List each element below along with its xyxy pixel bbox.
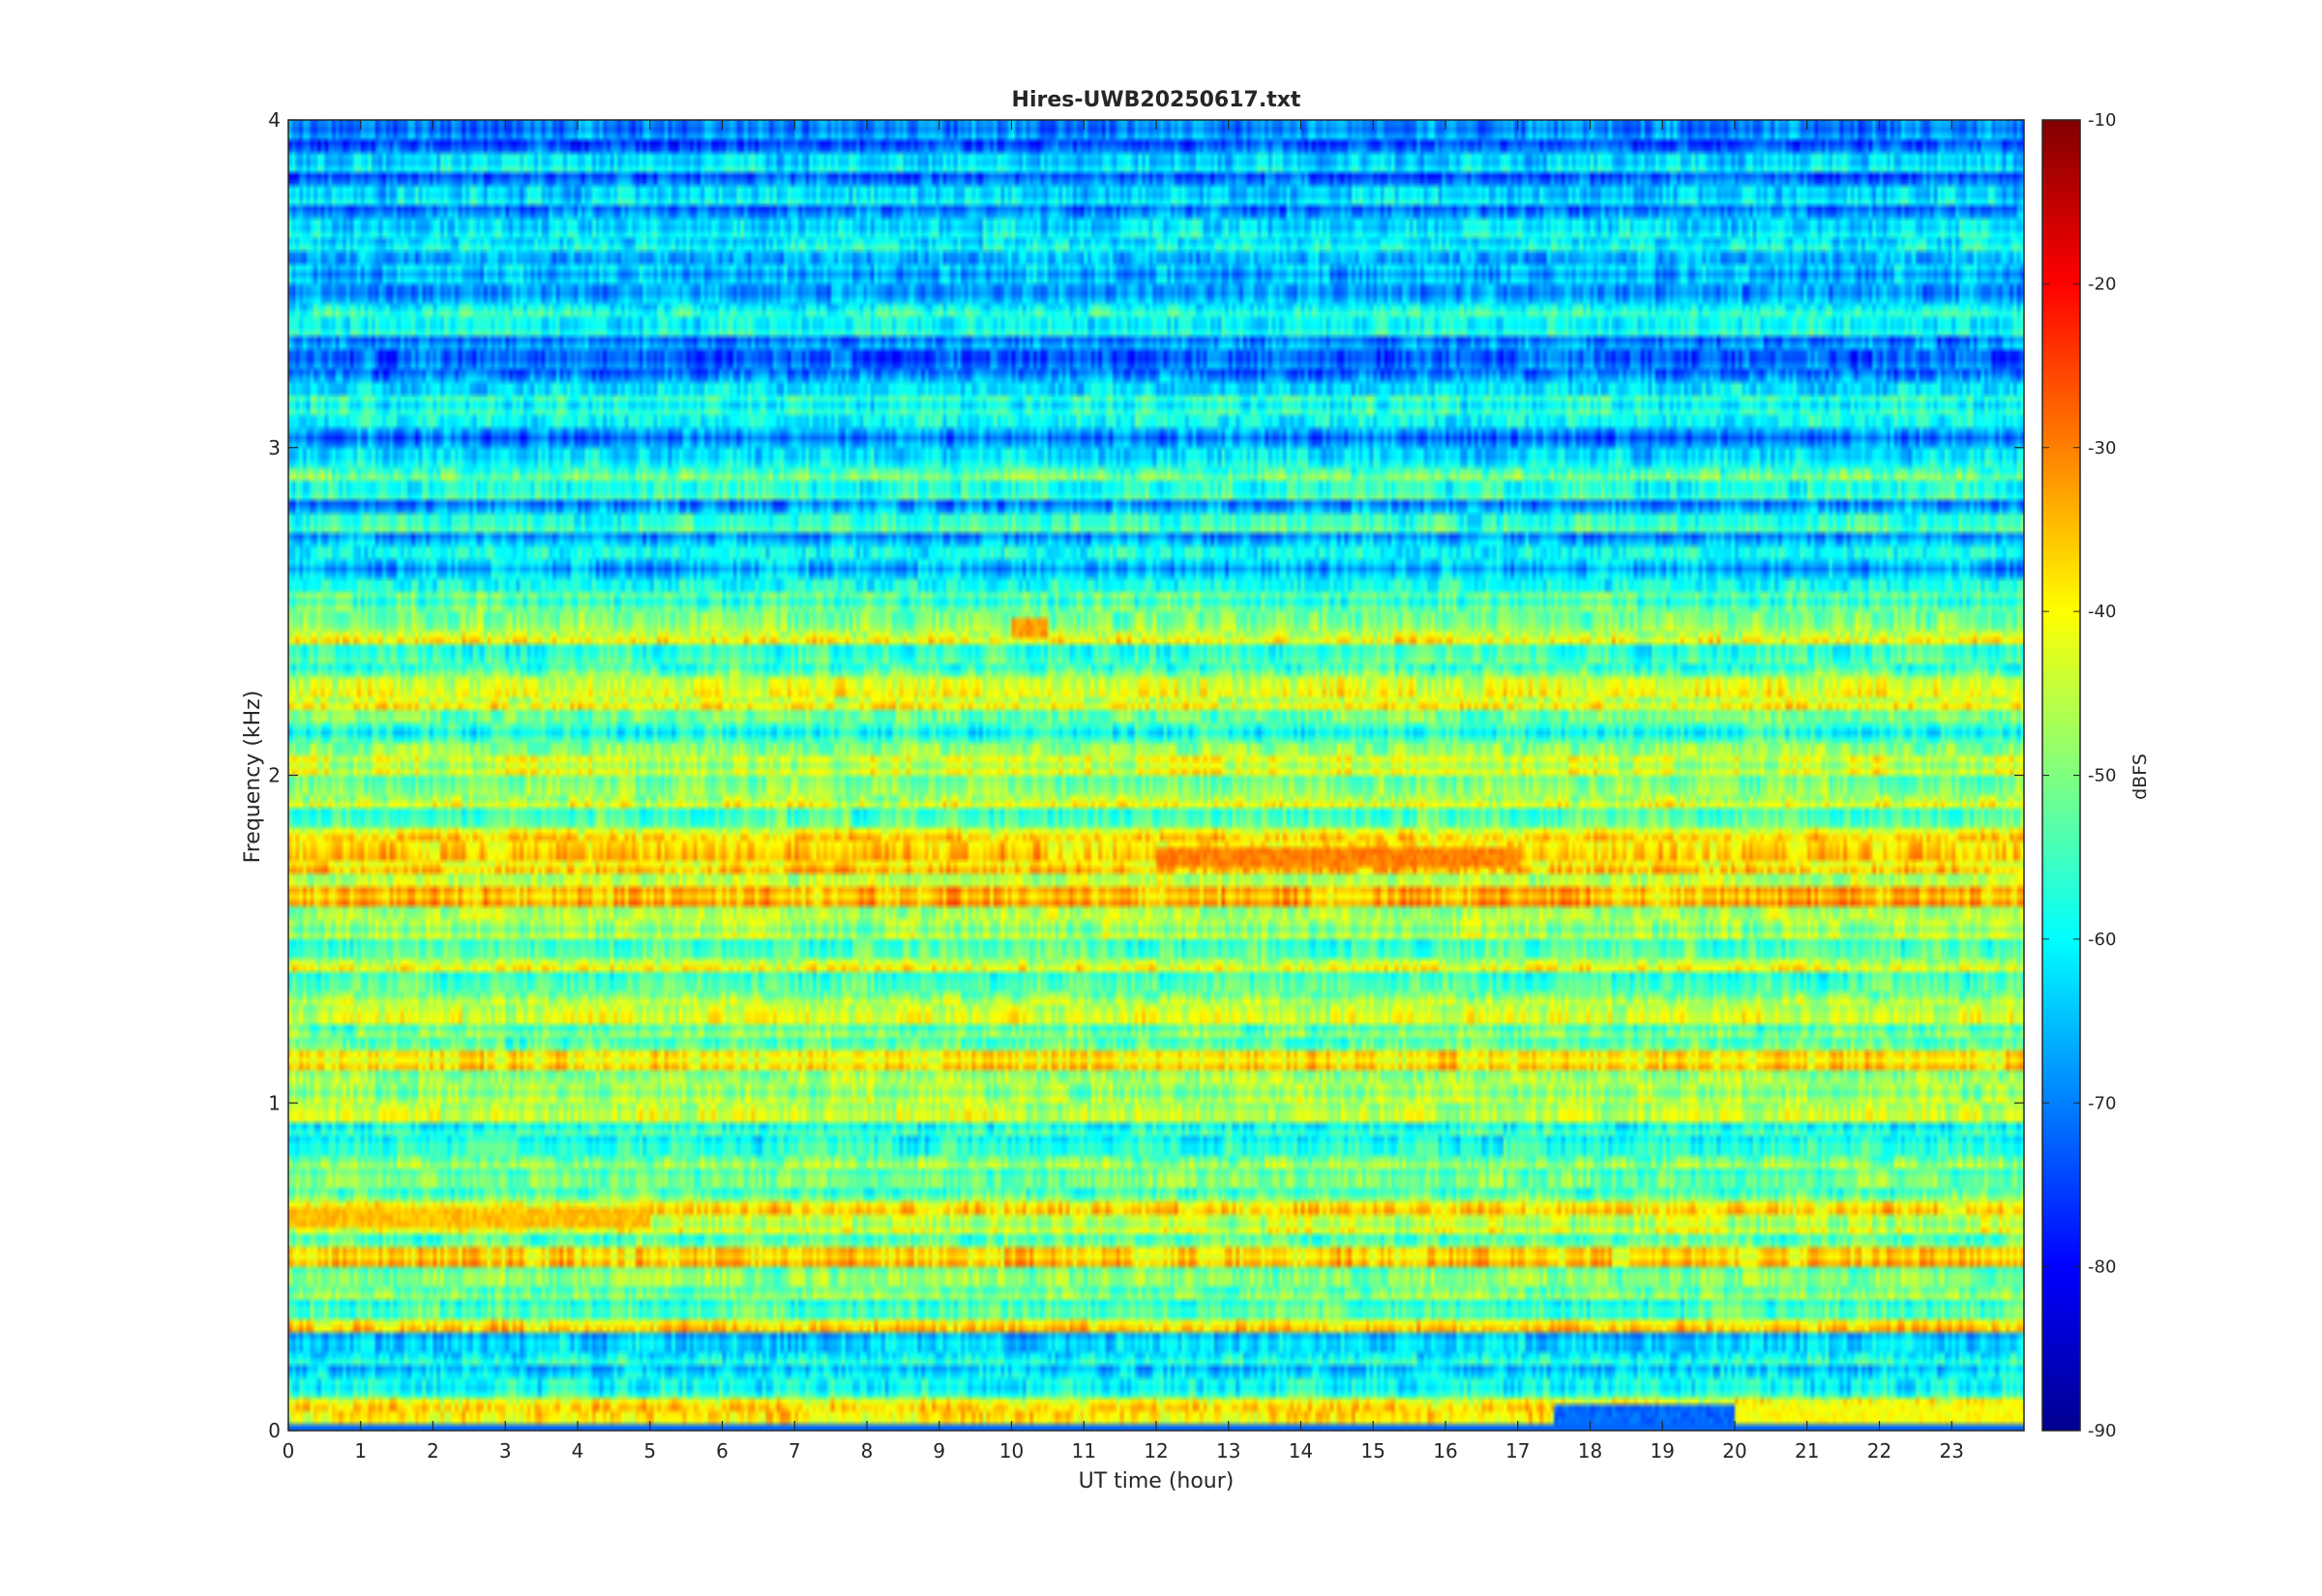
colorbar-tick-label: -60 xyxy=(2088,930,2116,950)
x-tick-label: 16 xyxy=(1433,1439,1457,1463)
x-tick-label: 7 xyxy=(789,1439,801,1463)
x-tick-label: 13 xyxy=(1216,1439,1240,1463)
x-tick-label: 10 xyxy=(999,1439,1024,1463)
colorbar-tick-label: -10 xyxy=(2088,110,2116,131)
x-tick-label: 19 xyxy=(1651,1439,1675,1463)
colorbar-tick-label: -90 xyxy=(2088,1421,2116,1441)
y-tick-label: 3 xyxy=(268,436,281,459)
x-tick-label: 0 xyxy=(283,1439,295,1463)
y-axis-label: Frequency (kHz) xyxy=(241,691,265,864)
x-tick-label: 14 xyxy=(1289,1439,1313,1463)
x-tick-label: 2 xyxy=(427,1439,439,1463)
colorbar-tick-label: -20 xyxy=(2088,274,2116,294)
y-tick-label: 1 xyxy=(268,1091,281,1114)
y-tick-label: 0 xyxy=(268,1419,281,1442)
x-tick-label: 9 xyxy=(933,1439,945,1463)
x-tick-label: 1 xyxy=(354,1439,367,1463)
plot-area: 0 1 2 3 4 5 6 7 8 9 10 11 12 13 14 15 16 17 18 19 20 21 22 23 0… xyxy=(268,108,2025,1463)
x-tick-label: 22 xyxy=(1867,1439,1891,1463)
x-tick-label: 15 xyxy=(1361,1439,1385,1463)
y-axis-ticks: 0 1 2 3 4 xyxy=(268,108,2024,1442)
colorbar-tick-label: -30 xyxy=(2088,438,2116,458)
spectrogram-heatmap xyxy=(288,120,2024,1431)
x-tick-label: 8 xyxy=(861,1439,874,1463)
x-tick-label: 20 xyxy=(1722,1439,1746,1463)
colorbar-label: dBFS xyxy=(2129,754,2151,800)
colorbar-tick-label: -80 xyxy=(2088,1257,2116,1278)
x-tick-label: 23 xyxy=(1940,1439,1964,1463)
x-tick-label: 12 xyxy=(1144,1439,1168,1463)
y-tick-label: 2 xyxy=(268,764,281,787)
x-tick-label: 11 xyxy=(1072,1439,1096,1463)
x-tick-label: 21 xyxy=(1795,1439,1819,1463)
x-tick-label: 6 xyxy=(716,1439,729,1463)
colorbar-tick-label: -40 xyxy=(2088,602,2116,622)
y-tick-label: 4 xyxy=(268,108,281,132)
colorbar-tick-label: -50 xyxy=(2088,766,2116,786)
x-tick-label: 17 xyxy=(1505,1439,1530,1463)
colorbar-tick-label: -70 xyxy=(2088,1093,2116,1113)
x-tick-label: 5 xyxy=(643,1439,656,1463)
x-axis-label: UT time (hour) xyxy=(1079,1469,1235,1493)
x-tick-label: 3 xyxy=(499,1439,512,1463)
colorbar-ticks: -90 -80 -70 -60 -50 -40 -30 -20 -10 xyxy=(2042,110,2116,1441)
x-tick-label: 4 xyxy=(572,1439,584,1463)
colorbar: -90 -80 -70 -60 -50 -40 -30 -20 -10 dBFS xyxy=(2041,110,2151,1441)
x-tick-label: 18 xyxy=(1578,1439,1602,1463)
x-axis-ticks: 0 1 2 3 4 5 6 7 8 9 10 11 12 13 14 15 16 17 18 19 20 21 22 23 xyxy=(283,120,1964,1463)
chart-title: Hires-UWB20250617.txt xyxy=(1012,88,1301,112)
